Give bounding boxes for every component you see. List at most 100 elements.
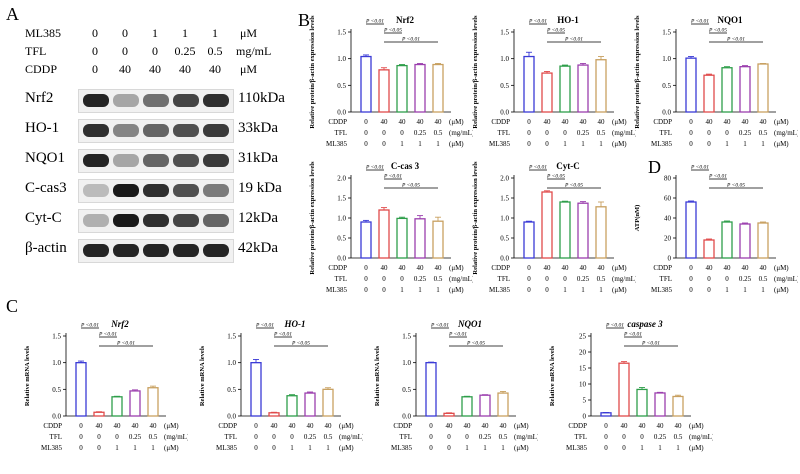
x-table-value: 40 (114, 422, 122, 430)
blot-kda: 31kDa (238, 150, 278, 166)
blot-band (203, 94, 229, 107)
bar (685, 57, 697, 113)
x-table-value: 0.25 (739, 129, 752, 137)
bar (559, 201, 571, 259)
x-table-value: 0 (79, 444, 83, 452)
x-table-value: 40 (639, 422, 647, 430)
x-table-value: 1 (418, 286, 422, 294)
blot-label-nqo1: NQO1 (25, 150, 65, 166)
blot-band (113, 244, 139, 257)
x-table-unit: (μM) (449, 264, 464, 272)
cond-value: 0 (92, 44, 98, 58)
significance-label: P <0.01 (641, 341, 660, 347)
chart-c-nqo1: NQO1 Relative mRNA levels 0.0 0.5 1.0 1.5 P <0… (374, 319, 538, 452)
significance-label: P <0.01 (690, 19, 709, 25)
blot-strip-cytc (78, 209, 234, 233)
bar (286, 395, 298, 417)
x-table-value: 0 (527, 129, 531, 137)
bar (721, 67, 733, 113)
x-table-value: 0 (725, 275, 729, 283)
y-tick-label: 0.0 (500, 109, 509, 117)
x-table-unit: (μM) (514, 422, 529, 430)
chart-b-ccas3: C-cas 3 Relative protein/β-actin expressi… (309, 161, 473, 294)
x-table-unit: (μM) (774, 286, 789, 294)
chart-title: NQO1 (717, 15, 743, 25)
blot-strip-ho1 (78, 119, 234, 143)
blot-strip-ccas3 (78, 179, 234, 203)
x-table-value: 0 (707, 129, 711, 137)
x-table-label: ML385 (651, 140, 673, 148)
bar (523, 55, 535, 113)
significance-label: P <0.05 (401, 183, 420, 189)
blot-band (173, 214, 199, 227)
x-table-value: 40 (742, 264, 750, 272)
cond-value: 1 (212, 26, 218, 40)
cond-value: 0 (92, 26, 98, 40)
y-tick-label: 1.0 (500, 55, 509, 63)
x-table-unit: (mg/mL) (164, 433, 188, 441)
x-table-value: 40 (271, 422, 279, 430)
x-table-value: 0 (689, 118, 693, 126)
x-table-value: 40 (417, 118, 425, 126)
x-table-value: 1 (563, 140, 567, 148)
y-tick-label: 25 (579, 333, 587, 341)
bar (541, 191, 553, 259)
cond-value: 40 (149, 62, 161, 76)
bar (75, 362, 87, 417)
bar (739, 223, 751, 259)
x-table-value: 1 (465, 444, 469, 452)
blot-kda: 12kDa (238, 210, 278, 226)
y-tick-label: 0.5 (662, 82, 671, 90)
x-table-label: CDDP (328, 118, 347, 126)
bar (577, 64, 589, 113)
x-table-unit: (mg/mL) (612, 129, 636, 137)
x-table-value: 40 (724, 118, 732, 126)
x-table-unit: (μM) (514, 444, 529, 452)
blot-label-ccas3: C-cas3 (25, 180, 67, 196)
significance-label: P <0.01 (726, 37, 745, 43)
x-table-value: 0 (689, 286, 693, 294)
blot-label-nrf2: Nrf2 (25, 90, 54, 106)
cond-label-tfl: TFL (25, 44, 47, 58)
chart-title: HO-1 (284, 319, 306, 329)
x-table-value: 40 (399, 118, 407, 126)
y-tick-label: 0.5 (500, 235, 509, 243)
blot-kda: 19 kDa (238, 180, 282, 196)
x-table-label: CDDP (568, 422, 587, 430)
cond-value: 0 (92, 62, 98, 76)
x-table-value: 40 (435, 118, 443, 126)
y-tick-label: 1.0 (402, 359, 411, 367)
x-table-value: 1 (483, 444, 487, 452)
x-table-value: 0 (364, 140, 368, 148)
x-table-label: ML385 (41, 444, 63, 452)
y-tick-label: 0 (583, 413, 587, 421)
y-axis-label: Relative mRNA levels (549, 345, 556, 406)
x-table-value: 0 (382, 275, 386, 283)
x-table-value: 40 (464, 422, 472, 430)
x-table-value: 1 (599, 286, 603, 294)
x-table-value: 0.5 (499, 433, 508, 441)
y-tick-label: 80 (664, 175, 672, 183)
bar (654, 392, 666, 417)
x-table-value: 0 (272, 444, 276, 452)
x-table-value: 40 (381, 118, 389, 126)
y-tick-label: 10 (579, 381, 587, 389)
x-table-value: 40 (289, 422, 297, 430)
blot-band (143, 124, 169, 137)
blot-band (113, 214, 139, 227)
x-table-value: 1 (640, 444, 644, 452)
x-table-value: 40 (706, 264, 714, 272)
x-table-value: 40 (325, 422, 333, 430)
blot-kda: 33kDa (238, 120, 278, 136)
blot-strip-nqo1 (78, 149, 234, 173)
x-table-unit: (mg/mL) (774, 129, 798, 137)
bar (595, 206, 607, 259)
y-tick-label: 20 (664, 235, 672, 243)
bar (378, 209, 390, 259)
x-table-value: 40 (580, 264, 588, 272)
x-table-label: CDDP (328, 264, 347, 272)
x-table-value: 0.5 (434, 275, 443, 283)
x-table-value: 0 (272, 433, 276, 441)
y-tick-label: 5 (583, 397, 587, 405)
bar (672, 395, 684, 417)
